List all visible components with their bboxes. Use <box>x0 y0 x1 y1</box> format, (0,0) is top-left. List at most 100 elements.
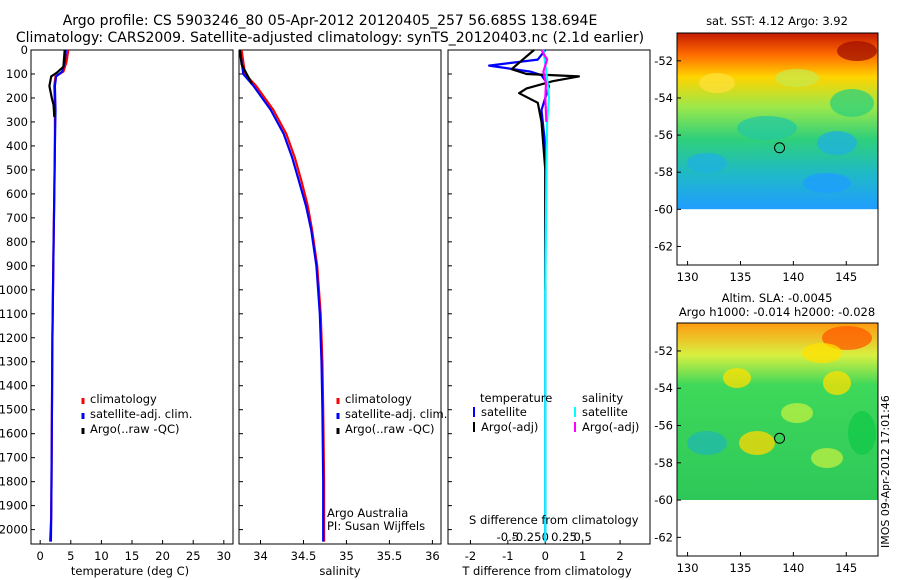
temperature-panel: 0100200300400500600700800900100011001200… <box>0 43 234 563</box>
sst-map-patch <box>817 131 857 155</box>
difference-panel-series-3 <box>540 49 549 122</box>
sla-map-patch <box>811 448 843 468</box>
difference-panel: -2 -1 0 1 2-0.5-0.25 0 0.250.5 <box>447 49 651 563</box>
y-tick-label: -58 <box>654 165 673 179</box>
temperature-panel-frame <box>30 49 234 545</box>
top-tick-label: 0.25 <box>551 530 577 544</box>
sst-map-patch <box>803 173 851 193</box>
sst-map-nodata <box>677 209 878 265</box>
y-tick-label: 1100 <box>0 307 28 321</box>
sla-map-patch <box>687 431 727 455</box>
sla-map-field <box>677 323 878 501</box>
y-tick-label: 300 <box>6 115 28 129</box>
sla-map-patch <box>848 411 876 455</box>
x-tick-label: 35 <box>339 549 354 563</box>
x-tick-label: 140 <box>782 270 804 284</box>
temperature-panel-series-2 <box>48 49 66 118</box>
y-tick-label: -52 <box>654 344 673 358</box>
sla-map-nodata <box>677 500 878 556</box>
x-tick-label: 145 <box>835 561 857 575</box>
x-tick-label: 30 <box>216 549 231 563</box>
y-tick-label: 1200 <box>0 331 28 345</box>
sst-map-patch <box>837 41 877 61</box>
y-tick-label: 1300 <box>0 355 28 369</box>
x-tick-label: 20 <box>155 549 170 563</box>
x-tick-label: 0 <box>542 549 549 563</box>
sla-map-patch <box>823 371 851 395</box>
y-tick-label: 800 <box>6 235 28 249</box>
sst-map-patch <box>830 89 874 117</box>
sla-map-patch <box>802 343 842 363</box>
y-tick-label: 1600 <box>0 427 28 441</box>
y-tick-label: -60 <box>654 493 673 507</box>
sst-map-frame <box>676 32 879 266</box>
y-tick-label: 100 <box>6 67 28 81</box>
sla-map-patch <box>723 368 751 388</box>
x-tick-label: 130 <box>677 561 699 575</box>
sla-map-frame <box>676 322 879 557</box>
y-tick-label: 0 <box>21 43 28 57</box>
y-tick-label: 900 <box>6 259 28 273</box>
x-tick-label: 135 <box>729 561 751 575</box>
x-tick-label: 2 <box>616 549 623 563</box>
y-tick-label: 2000 <box>0 523 28 537</box>
y-tick-label: 600 <box>6 187 28 201</box>
x-tick-label: 0 <box>37 549 44 563</box>
chart-title-line1: Argo profile: CS 5903246_80 05-Apr-2012 … <box>62 13 598 29</box>
x-tick-label: 135 <box>729 270 751 284</box>
x-tick-label: 130 <box>677 270 699 284</box>
y-tick-label: -54 <box>654 381 673 395</box>
y-tick-label: 1400 <box>0 379 28 393</box>
x-tick-label: 15 <box>125 549 140 563</box>
y-tick-label: 200 <box>6 91 28 105</box>
argo-location-marker <box>774 432 786 444</box>
x-tick-label: 1 <box>579 549 586 563</box>
x-tick-label: 25 <box>186 549 201 563</box>
chart-title-line2: Climatology: CARS2009. Satellite-adjuste… <box>15 30 645 46</box>
argo-location-marker <box>774 142 786 154</box>
salinity-panel-series-1 <box>238 49 325 542</box>
y-tick-label: 1800 <box>0 475 28 489</box>
sla-map: -52 -54 -56 -58 -60 -62 130 135 140 145 <box>654 322 879 575</box>
sla-map-patch <box>822 326 872 350</box>
y-tick-label: -62 <box>654 530 673 544</box>
salinity-panel: 34 34.5 35 35.5 36 <box>238 49 442 563</box>
x-tick-label: 35.5 <box>377 549 403 563</box>
sst-map-patch <box>775 69 819 87</box>
top-tick-label: 0.5 <box>574 530 592 544</box>
y-tick-label: 1900 <box>0 499 28 513</box>
y-tick-label: 400 <box>6 139 28 153</box>
x-tick-label: 140 <box>782 561 804 575</box>
sst-map-patch <box>687 153 727 173</box>
x-tick-label: 34.5 <box>291 549 317 563</box>
x-tick-label: 34 <box>253 549 268 563</box>
difference-panel-frame <box>447 49 651 545</box>
salinity-panel-frame <box>238 49 442 545</box>
y-tick-label: 1500 <box>0 403 28 417</box>
y-tick-label: 500 <box>6 163 28 177</box>
y-tick-label: -60 <box>654 202 673 216</box>
y-tick-label: 700 <box>6 211 28 225</box>
x-tick-label: -1 <box>502 549 513 563</box>
y-tick-label: 1000 <box>0 283 28 297</box>
x-tick-label: 5 <box>67 549 74 563</box>
difference-panel-series-1 <box>510 49 581 290</box>
y-tick-label: -56 <box>654 128 673 142</box>
salinity-panel-series-2 <box>238 49 253 85</box>
x-tick-label: 36 <box>425 549 440 563</box>
x-tick-label: -2 <box>465 549 476 563</box>
y-tick-label: -58 <box>654 456 673 470</box>
top-tick-label: -0.25 <box>512 530 542 544</box>
top-tick-label: -0.5 <box>497 530 519 544</box>
difference-panel-series-2 <box>542 49 551 542</box>
y-tick-label: -54 <box>654 91 673 105</box>
y-tick-label: 1700 <box>0 451 28 465</box>
y-tick-label: -62 <box>654 239 673 253</box>
sla-map-patch <box>739 431 775 455</box>
sst-map-patch <box>699 73 735 93</box>
x-tick-label: 145 <box>835 270 857 284</box>
y-tick-label: -56 <box>654 419 673 433</box>
sst-map-patch <box>737 116 797 140</box>
y-tick-label: -52 <box>654 54 673 68</box>
